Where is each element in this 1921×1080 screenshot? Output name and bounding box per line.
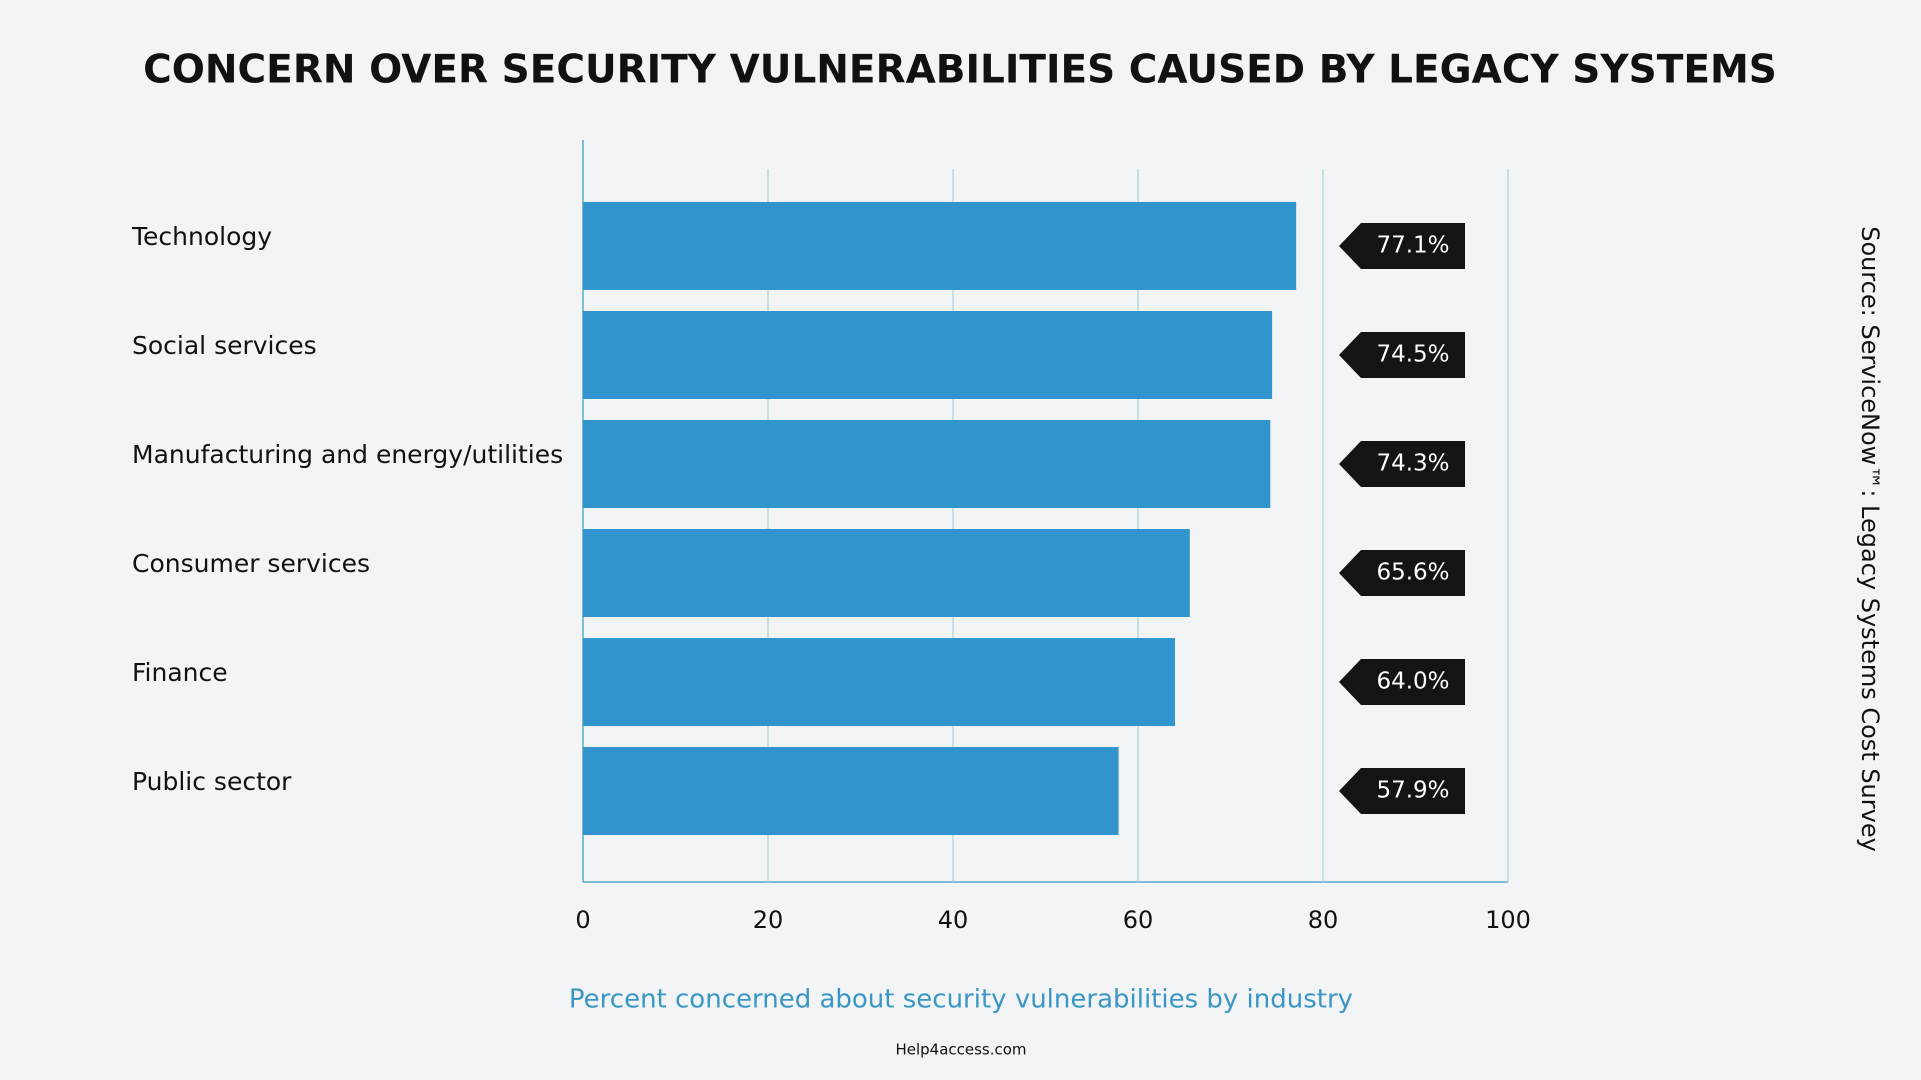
category-label: Finance [132, 658, 228, 687]
category-label: Social services [132, 331, 317, 360]
x-tick-label: 40 [938, 906, 969, 934]
data-label: 74.5% [1376, 342, 1449, 368]
value-tag [1339, 332, 1465, 378]
category-label: Consumer services [132, 549, 370, 578]
bar [583, 202, 1297, 290]
category-label: Public sector [132, 767, 292, 796]
category-label: Manufacturing and energy/utilities [132, 440, 563, 469]
footer: Help4access.com [895, 1041, 1026, 1059]
data-label: 57.9% [1376, 778, 1449, 804]
bar [583, 638, 1175, 726]
x-tick-label: 80 [1308, 906, 1339, 934]
data-label: 64.0% [1376, 669, 1449, 695]
value-tag [1339, 768, 1465, 814]
data-label: 77.1% [1376, 233, 1449, 259]
x-tick-label: 20 [753, 906, 784, 934]
value-tag [1339, 441, 1465, 487]
category-label: Technology [131, 222, 272, 251]
data-label: 65.6% [1376, 560, 1449, 586]
x-tick-label: 60 [1123, 906, 1154, 934]
x-tick-label: 100 [1485, 906, 1531, 934]
source-note: Source: ServiceNow™: Legacy Systems Cost… [1856, 226, 1884, 852]
value-tag [1339, 223, 1465, 269]
bar [583, 747, 1119, 835]
bar [583, 420, 1271, 508]
x-tick-label: 0 [575, 906, 590, 934]
value-tag [1339, 550, 1465, 596]
x-axis-label: Percent concerned about security vulnera… [569, 985, 1353, 1015]
bar [583, 311, 1273, 399]
data-label: 74.3% [1376, 451, 1449, 477]
bar [583, 529, 1190, 617]
value-tag [1339, 659, 1465, 705]
chart-title: CONCERN OVER SECURITY VULNERABILITIES CA… [143, 48, 1777, 93]
